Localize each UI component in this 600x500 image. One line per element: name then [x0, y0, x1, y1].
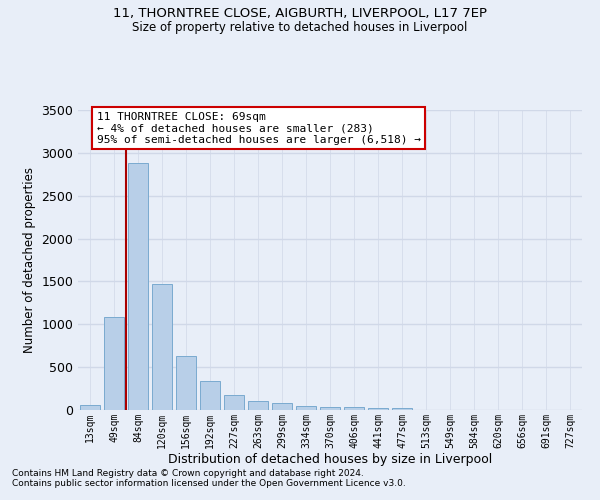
Bar	[152, 284, 172, 410]
Text: 11 THORNTREE CLOSE: 69sqm
← 4% of detached houses are smaller (283)
95% of semi-: 11 THORNTREE CLOSE: 69sqm ← 4% of detach…	[97, 112, 421, 145]
Bar	[248, 402, 268, 410]
Text: 11, THORNTREE CLOSE, AIGBURTH, LIVERPOOL, L17 7EP: 11, THORNTREE CLOSE, AIGBURTH, LIVERPOOL…	[113, 8, 487, 20]
Bar	[224, 395, 244, 410]
Bar	[368, 408, 388, 410]
Text: Contains public sector information licensed under the Open Government Licence v3: Contains public sector information licen…	[12, 478, 406, 488]
Bar	[392, 408, 412, 410]
Bar	[104, 316, 124, 410]
Bar	[80, 406, 100, 410]
Y-axis label: Number of detached properties: Number of detached properties	[23, 167, 36, 353]
Bar	[200, 381, 220, 410]
Bar	[344, 408, 364, 410]
Bar	[128, 163, 148, 410]
Bar	[320, 407, 340, 410]
Text: Distribution of detached houses by size in Liverpool: Distribution of detached houses by size …	[168, 452, 492, 466]
Bar	[296, 406, 316, 410]
Text: Size of property relative to detached houses in Liverpool: Size of property relative to detached ho…	[133, 21, 467, 34]
Bar	[272, 403, 292, 410]
Bar	[176, 356, 196, 410]
Text: Contains HM Land Registry data © Crown copyright and database right 2024.: Contains HM Land Registry data © Crown c…	[12, 468, 364, 477]
